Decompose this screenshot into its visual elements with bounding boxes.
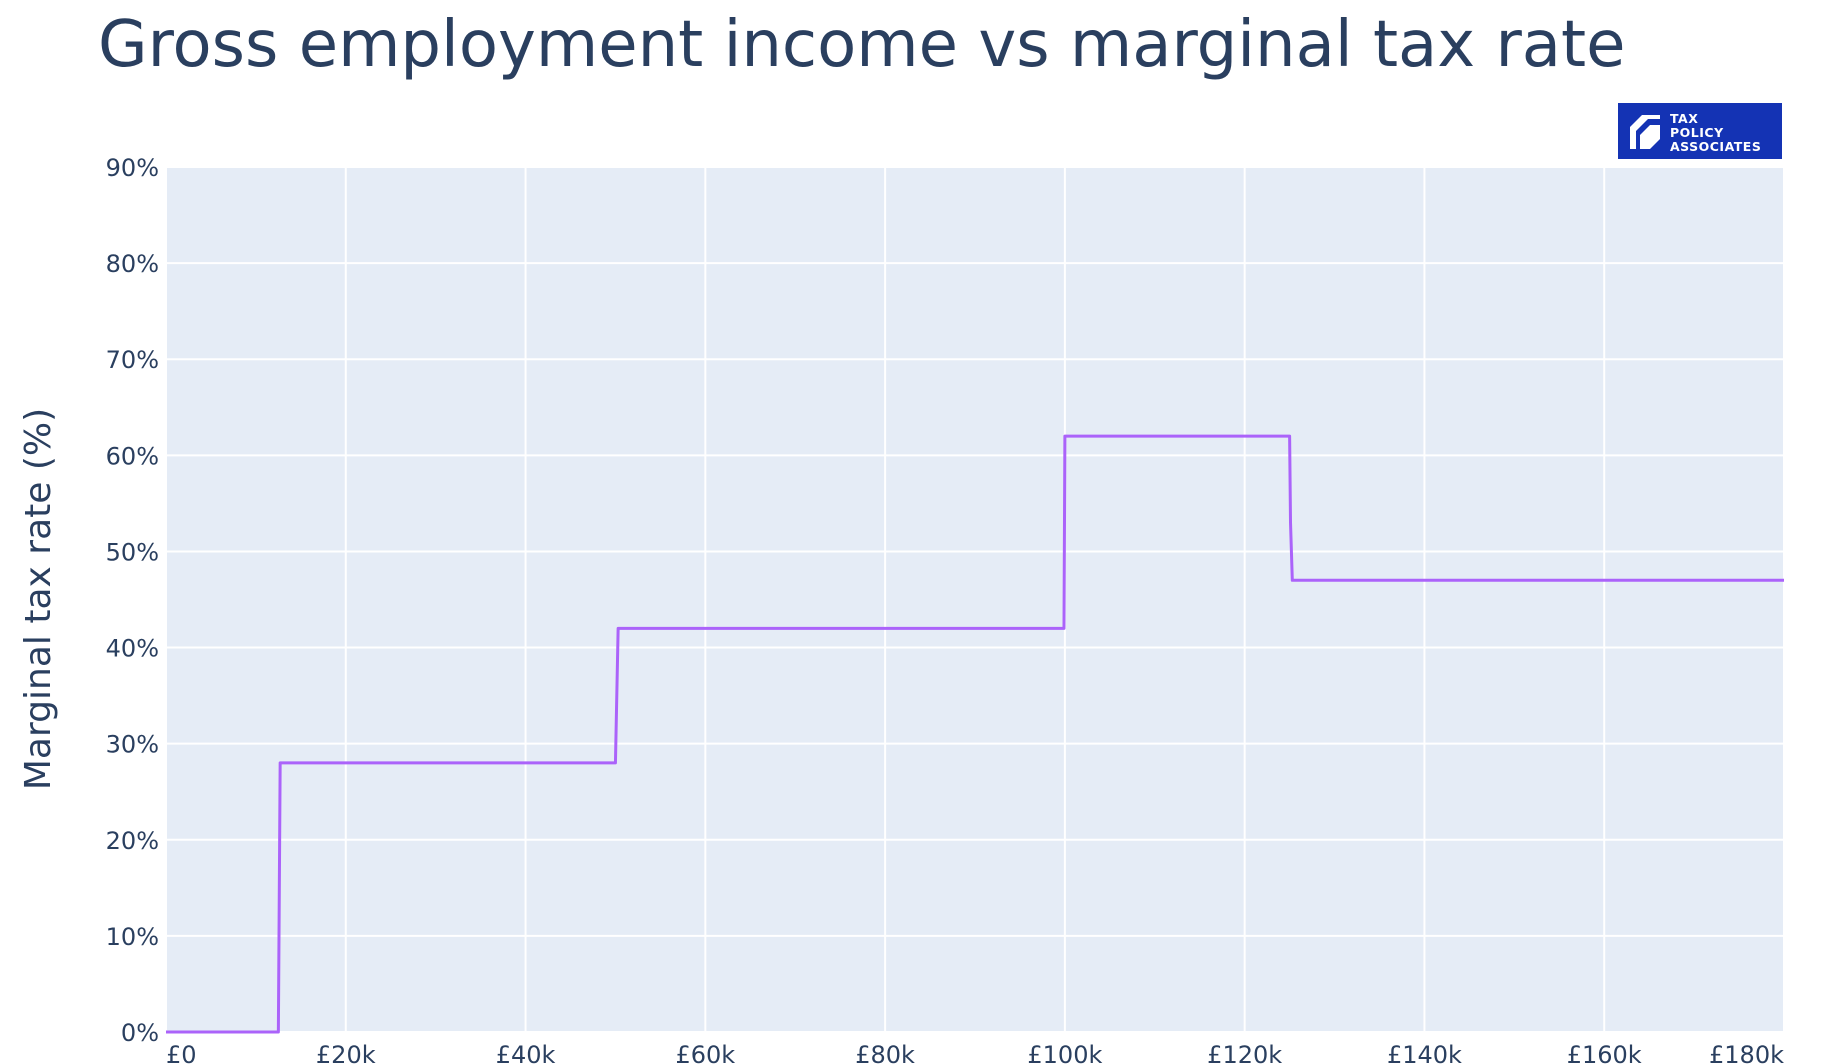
y-tick-label: 30% (106, 731, 159, 759)
y-axis-ticks: 0% 10% 20% 30% 40% 50% 60% 70% 80% 90% (106, 154, 159, 1047)
x-tick-label: £40k (496, 1041, 556, 1064)
series-line-layer (166, 434, 1784, 1034)
logo-mark-icon (1630, 115, 1660, 149)
y-tick-label: 90% (106, 154, 159, 182)
y-tick-label: 10% (106, 923, 159, 951)
y-tick-label: 0% (121, 1019, 159, 1047)
logo-text-line-3: ASSOCIATES (1670, 139, 1761, 154)
x-tick-label: £20k (316, 1041, 376, 1064)
x-tick-label: £80k (855, 1041, 915, 1064)
y-tick-label: 60% (106, 442, 159, 470)
y-tick-label: 70% (106, 346, 159, 374)
chart-title: Gross employment income vs marginal tax … (98, 8, 1626, 82)
grid-lines (165, 166, 1785, 1033)
y-tick-label: 80% (106, 250, 159, 278)
plot-area (166, 167, 1784, 1032)
x-tick-label: £140k (1387, 1041, 1462, 1064)
x-tick-label: £120k (1207, 1041, 1282, 1064)
x-tick-label: £180k (1709, 1041, 1784, 1064)
x-tick-label: £100k (1027, 1041, 1102, 1064)
x-tick-label: £60k (675, 1041, 735, 1064)
series-line (166, 434, 1784, 1034)
y-tick-label: 40% (106, 635, 159, 663)
y-axis-title: Marginal tax rate (%) (18, 408, 59, 790)
tax-policy-associates-logo: TAX POLICY ASSOCIATES (1618, 103, 1782, 159)
x-tick-label: £160k (1567, 1041, 1642, 1064)
x-tick-label: £0 (166, 1041, 197, 1064)
logo-text-line-1: TAX (1670, 111, 1698, 126)
y-tick-label: 20% (106, 827, 159, 855)
y-tick-label: 50% (106, 538, 159, 566)
x-axis-ticks: £0 £20k £40k £60k £80k £100k £120k £140k £160k £1… (166, 1041, 1784, 1064)
logo-text-line-2: POLICY (1670, 125, 1724, 140)
